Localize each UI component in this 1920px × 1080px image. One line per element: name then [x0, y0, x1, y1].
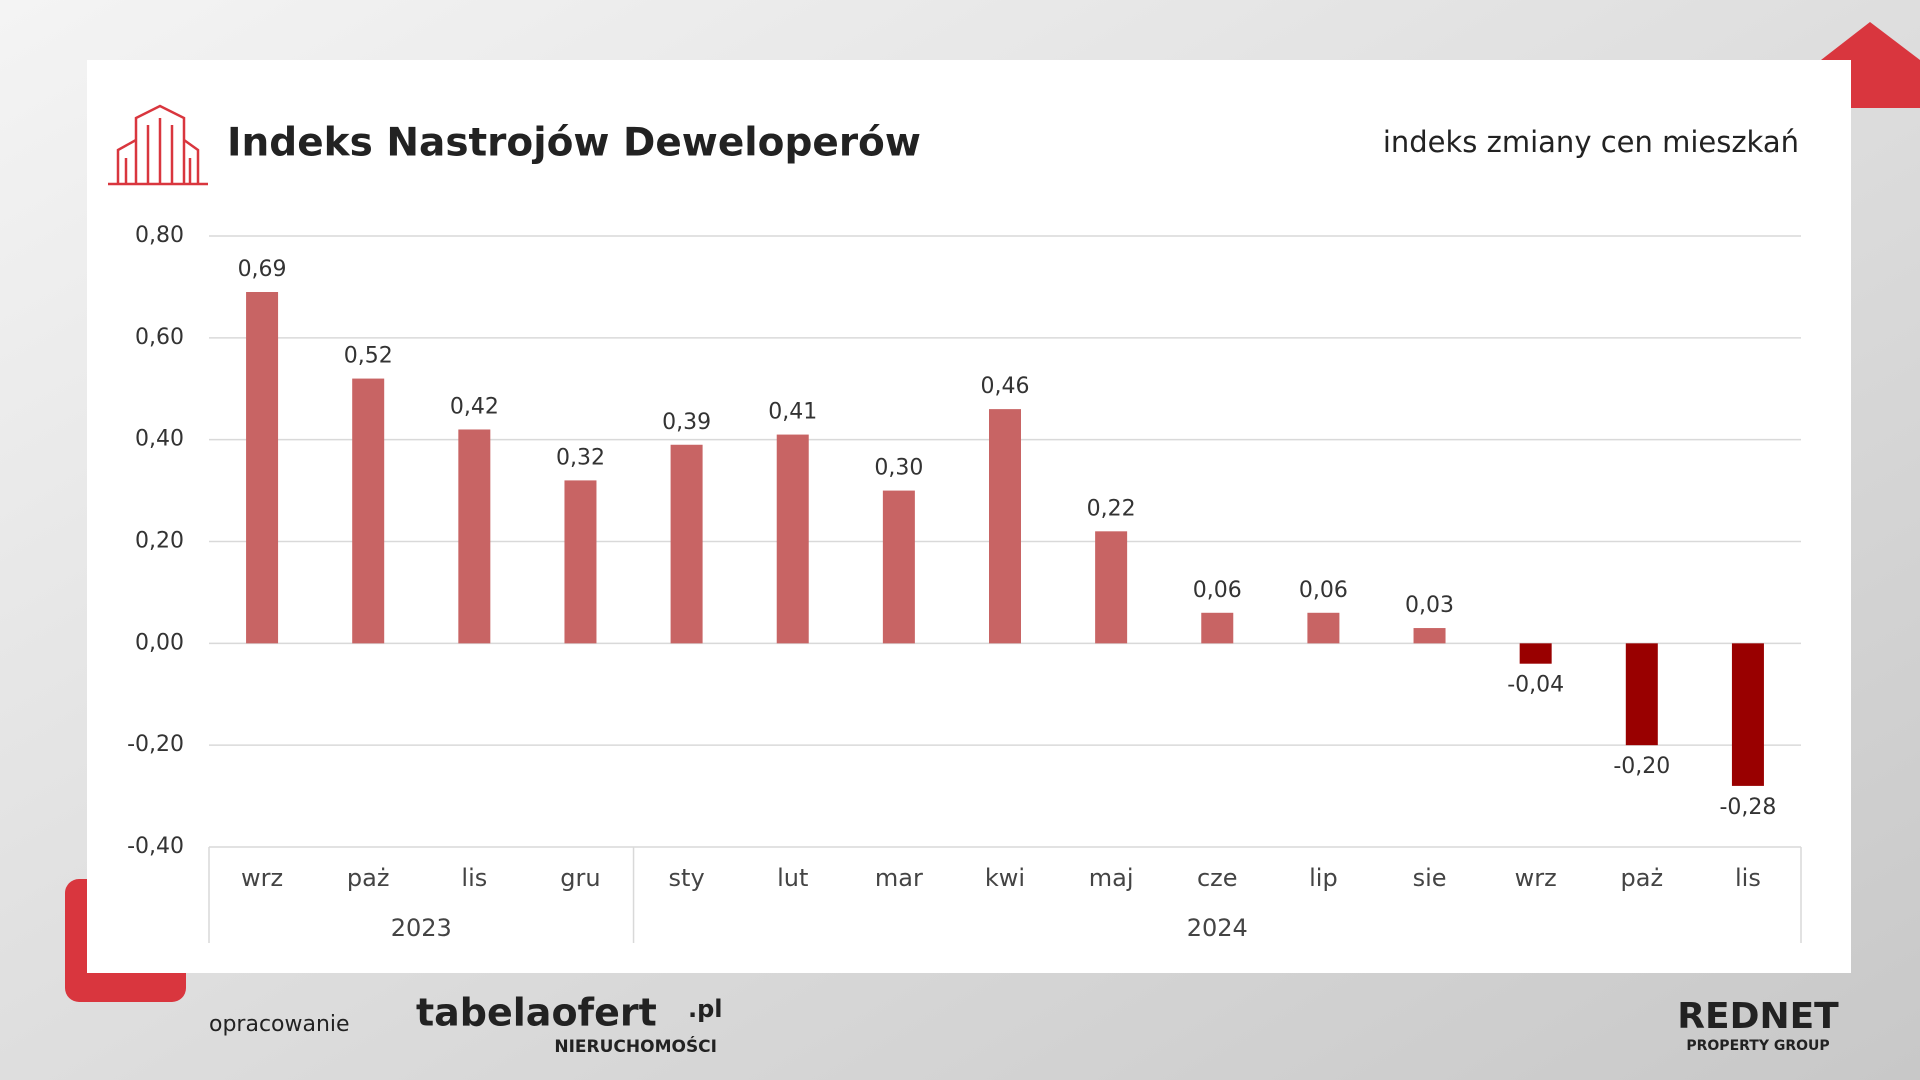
value-label: 0,41 — [768, 400, 817, 425]
group-label: 2023 — [391, 914, 452, 942]
value-label: -0,28 — [1719, 795, 1776, 820]
bar — [1519, 643, 1552, 664]
subtitle: indeks zmiany cen mieszkań — [1383, 125, 1799, 159]
partner-tagline: PROPERTY GROUP — [1686, 1038, 1829, 1054]
value-label: 0,42 — [450, 394, 499, 419]
brand-domain: .pl — [688, 995, 723, 1023]
y-tick-label: -0,20 — [127, 732, 184, 757]
bar — [1307, 612, 1340, 644]
bar — [352, 378, 385, 644]
card — [87, 60, 1851, 973]
value-label: 0,22 — [1087, 496, 1136, 521]
x-tick-label: maj — [1089, 864, 1134, 892]
partner: REDNET — [1677, 996, 1839, 1037]
bar — [1731, 643, 1764, 786]
value-label: 0,06 — [1299, 578, 1348, 603]
x-tick-label: kwi — [985, 864, 1025, 892]
y-tick-label: -0,40 — [127, 834, 184, 859]
y-tick-label: 0,80 — [135, 223, 184, 248]
x-tick-label: paż — [347, 864, 390, 892]
bar — [1095, 531, 1128, 644]
bar — [882, 490, 915, 644]
value-label: 0,39 — [662, 410, 711, 435]
x-tick-label: lip — [1309, 864, 1338, 892]
group-label: 2024 — [1187, 914, 1248, 942]
bar — [776, 434, 809, 644]
x-tick-label: sie — [1413, 864, 1447, 892]
x-tick-label: cze — [1197, 864, 1238, 892]
x-tick-label: lut — [777, 864, 808, 892]
bar — [564, 480, 597, 644]
bar — [1201, 612, 1234, 644]
brand-tagline: NIERUCHOMOŚCI — [554, 1035, 717, 1057]
bar — [246, 292, 279, 644]
x-tick-label: wrz — [241, 864, 283, 892]
x-tick-label: lis — [461, 864, 487, 892]
value-label: -0,20 — [1613, 754, 1670, 779]
x-tick-label: mar — [875, 864, 923, 892]
value-label: 0,46 — [981, 374, 1030, 399]
value-label: 0,69 — [238, 257, 287, 282]
logo-icon — [108, 104, 208, 186]
bar — [1413, 628, 1446, 644]
bar — [458, 429, 491, 644]
bar — [989, 409, 1021, 644]
value-label: 0,06 — [1193, 578, 1242, 603]
x-tick-label: lis — [1735, 864, 1761, 892]
value-label: 0,30 — [874, 456, 923, 481]
value-label: 0,52 — [344, 344, 393, 369]
y-tick-label: 0,40 — [135, 427, 184, 452]
y-tick-label: 0,60 — [135, 325, 184, 350]
value-label: 0,32 — [556, 445, 605, 470]
credit: opracowanie — [209, 1012, 350, 1037]
bar — [670, 444, 703, 644]
x-tick-label: sty — [669, 864, 705, 892]
brand: tabelaofert — [416, 991, 657, 1035]
value-label: -0,04 — [1507, 673, 1564, 698]
title: Indeks Nastrojów Deweloperów — [227, 121, 921, 166]
x-tick-label: paż — [1621, 864, 1664, 892]
y-tick-label: 0,00 — [135, 630, 184, 655]
bar — [1625, 643, 1658, 746]
x-tick-label: wrz — [1515, 864, 1557, 892]
y-tick-label: 0,20 — [135, 529, 184, 554]
value-label: 0,03 — [1405, 593, 1454, 618]
x-tick-label: gru — [560, 864, 600, 892]
